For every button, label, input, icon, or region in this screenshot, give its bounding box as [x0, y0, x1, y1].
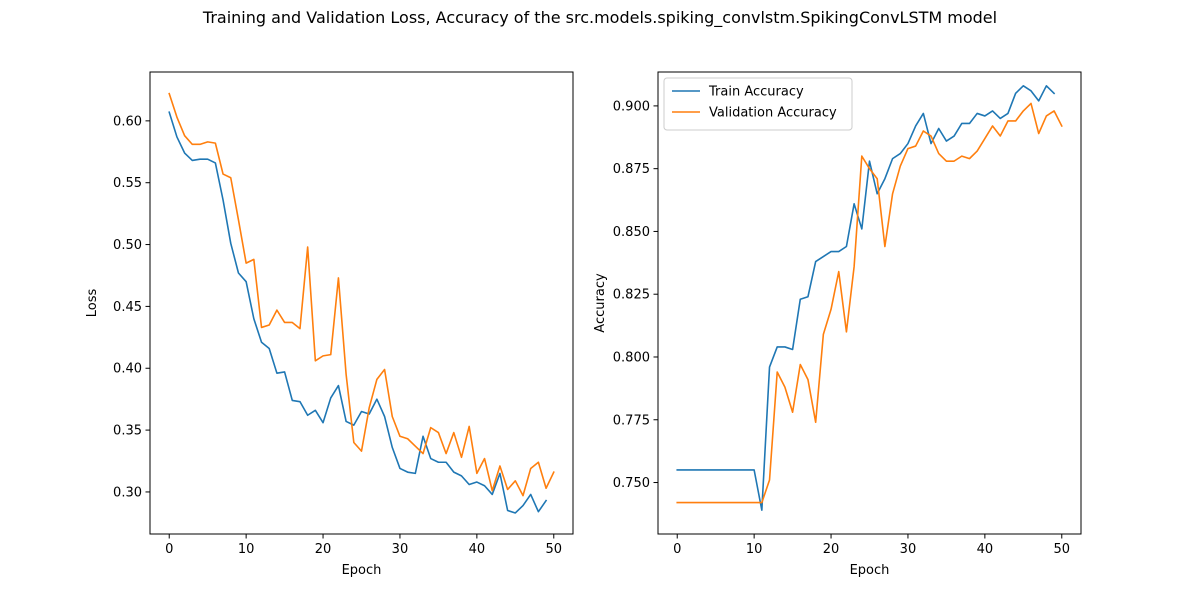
- y-tick-label: 0.30: [113, 485, 142, 500]
- legend: Train Accuracy Validation Accuracy: [663, 77, 853, 131]
- y-axis-label: Accuracy: [593, 273, 608, 333]
- y-tick-label: 0.875: [613, 162, 650, 177]
- figure-title: Training and Validation Loss, Accuracy o…: [202, 8, 998, 27]
- x-tick-label: 0: [165, 542, 173, 557]
- plot-frame: [149, 71, 574, 535]
- x-tick-label: 40: [977, 542, 994, 557]
- y-tick-label: 0.60: [113, 114, 142, 129]
- y-tick-label: 0.50: [113, 238, 142, 253]
- x-tick-label: 10: [238, 542, 255, 557]
- y-tick-label: 0.800: [613, 350, 650, 365]
- series-line-validation-accuracy: [676, 102, 1063, 504]
- y-tick-label: 0.775: [613, 413, 650, 428]
- x-tick-label: 10: [746, 542, 763, 557]
- series-line-series-2: [168, 92, 555, 497]
- x-tick-label: 30: [900, 542, 917, 557]
- y-tick-label: 0.45: [113, 300, 142, 315]
- x-tick-label: 30: [392, 542, 409, 557]
- y-tick-label: 0.750: [613, 476, 650, 491]
- y-axis-label: Loss: [85, 289, 100, 318]
- x-tick-label: 0: [673, 542, 681, 557]
- series-line-train-accuracy: [676, 85, 1056, 511]
- x-axis-label: Epoch: [342, 563, 382, 578]
- legend-label-validation-accuracy: Validation Accuracy: [709, 106, 837, 121]
- y-tick-label: 0.900: [613, 99, 650, 114]
- y-tick-label: 0.35: [113, 424, 142, 439]
- x-axis-label: Epoch: [850, 563, 890, 578]
- accuracy-chart: 0 10 20 30 40 50 0.750 0.775 0.800 0.825 0.850 0.87…: [593, 71, 1082, 578]
- x-tick-label: 20: [823, 542, 840, 557]
- loss-chart: 0 10 20 30 40 50 0.30 0.35 0.40 0.45 0.50 0.55 0.60 E…: [85, 71, 574, 578]
- y-tick-label: 0.40: [113, 362, 142, 377]
- series-line-series-1: [168, 111, 548, 514]
- y-tick-label: 0.850: [613, 225, 650, 240]
- x-tick-label: 20: [315, 542, 332, 557]
- x-tick-label: 40: [469, 542, 486, 557]
- y-tick-label: 0.825: [613, 288, 650, 303]
- x-tick-label: 50: [545, 542, 562, 557]
- x-tick-label: 50: [1053, 542, 1070, 557]
- legend-box: [663, 77, 853, 131]
- plot-frame: [657, 71, 1082, 535]
- legend-label-train-accuracy: Train Accuracy: [708, 85, 804, 100]
- y-tick-label: 0.55: [113, 176, 142, 191]
